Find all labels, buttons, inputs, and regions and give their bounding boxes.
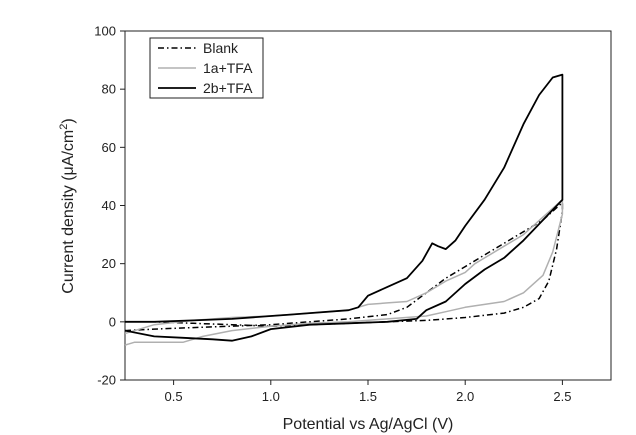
x-tick-label: 2.0	[456, 389, 474, 404]
x-tick-label: 2.5	[553, 389, 571, 404]
y-tick-label: 80	[102, 82, 116, 97]
y-tick-label: 0	[109, 314, 116, 329]
y-axis-title-sup: 2	[58, 124, 70, 130]
x-axis: 0.5 1.0 1.5 2.0 2.5	[165, 380, 571, 404]
curves	[124, 73, 564, 346]
legend: Blank 1a+TFA 2b+TFA	[149, 37, 264, 99]
y-tick-label: 40	[102, 198, 116, 213]
x-axis-title: Potential vs Ag/AgCl (V)	[283, 416, 454, 433]
x-tick-label: 1.5	[359, 389, 377, 404]
y-tick-label: 60	[102, 140, 116, 155]
y-axis-title-mu: μ	[60, 166, 77, 175]
x-tick-label: 0.5	[165, 389, 183, 404]
y-tick-label: 100	[94, 24, 116, 39]
x-tick-label: 1.0	[262, 389, 280, 404]
y-tick-label: 20	[102, 256, 116, 271]
legend-label-1a-tfa: 1a+TFA	[203, 60, 253, 76]
y-axis-title-prefix: Current density (	[60, 175, 77, 294]
series-line-2b-tfa	[124, 73, 564, 342]
y-axis: -20 0 20 40 60 80 100	[94, 24, 125, 388]
legend-label-2b-tfa: 2b+TFA	[203, 80, 253, 96]
y-tick-label: -20	[97, 373, 116, 388]
y-axis-title-unit: A/cm	[60, 130, 77, 166]
y-axis-title: Current density (μA/cm2)	[58, 118, 77, 293]
legend-label-blank: Blank	[203, 40, 239, 56]
y-axis-title-suffix: )	[60, 118, 77, 123]
